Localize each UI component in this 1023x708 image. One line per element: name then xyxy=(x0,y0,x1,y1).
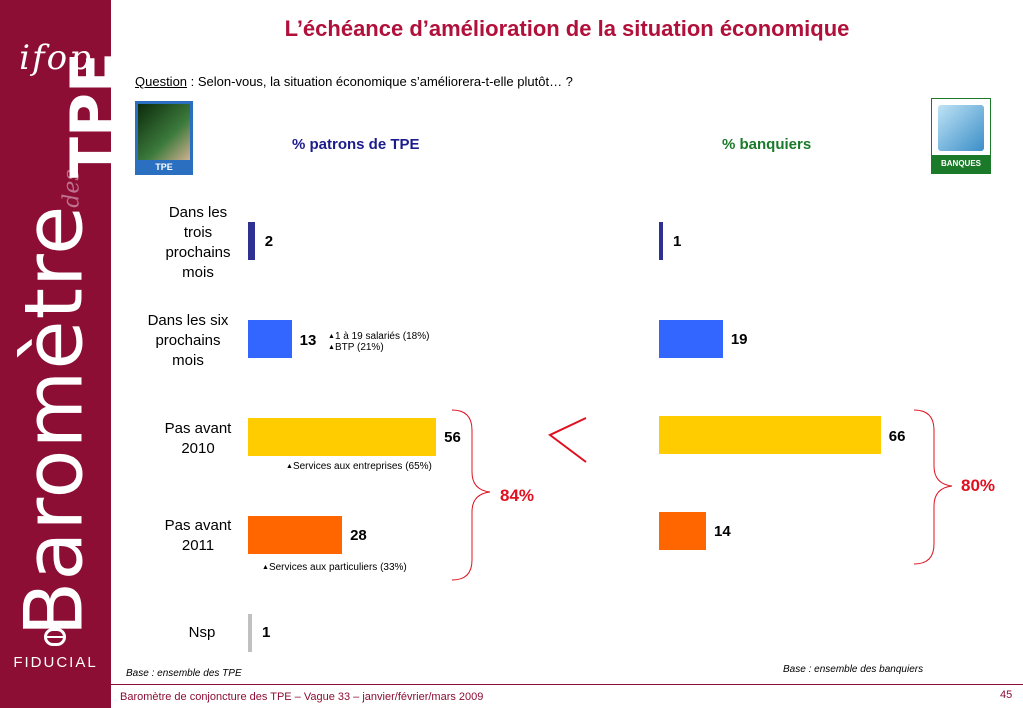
bar xyxy=(659,222,663,260)
bar xyxy=(659,320,723,358)
category-label: Dans les six prochains mois xyxy=(147,312,229,369)
bar-value-label: 2 xyxy=(264,233,274,250)
fiducial-logo: FIDUCIAL xyxy=(13,654,98,671)
category-label: Dans les trois prochains mois xyxy=(165,204,231,281)
bar-value-label: 19 xyxy=(730,331,748,348)
up-triangle-icon: ▲ xyxy=(286,463,293,470)
bank-base-note: Base : ensemble des banquiers xyxy=(783,664,924,675)
footer-divider xyxy=(111,684,1023,685)
question-text: Selon-vous, la situation économique s’am… xyxy=(197,74,573,89)
tpe-bracket-total: 84% xyxy=(500,486,535,505)
annotation-six-months: ▲1 à 19 salariés (18%) ▲BTP (21%) xyxy=(328,331,429,353)
footer-text: Baromètre de conjoncture des TPE – Vague… xyxy=(120,691,484,703)
bar xyxy=(248,320,292,358)
up-triangle-icon: ▲ xyxy=(328,333,335,340)
bar-value-label: 14 xyxy=(714,523,731,540)
bar-value-label: 56 xyxy=(444,429,461,446)
bar xyxy=(248,614,252,652)
tpe-logo: TPE xyxy=(135,101,193,175)
bar-value-label: 1 xyxy=(262,624,271,641)
bar xyxy=(659,416,881,454)
tpe-photo xyxy=(138,104,190,160)
annotation-2010: ▲Services aux entreprises (65%) xyxy=(286,461,432,472)
up-triangle-icon: ▲ xyxy=(262,564,269,571)
category-label: Pas avant 2010 xyxy=(164,420,232,457)
question-sep: : xyxy=(187,74,198,89)
annotation-text: 1 à 19 salariés (18%) xyxy=(334,331,430,342)
bar xyxy=(248,222,255,260)
bar xyxy=(248,516,343,554)
bank-bracket xyxy=(913,409,953,565)
page-title: L’échéance d’amélioration de la situatio… xyxy=(284,16,850,41)
question-label: Question xyxy=(135,74,188,89)
bank-logo: BANQUES xyxy=(931,98,991,174)
page-number: 45 xyxy=(1000,689,1013,701)
question-line: Question : Selon-vous, la situation écon… xyxy=(135,74,573,89)
bar-value-label: 1 xyxy=(673,233,682,250)
brand-sidebar: ifop Baromètre des TPE FIDUCIAL xyxy=(0,0,128,708)
fiducial-icon xyxy=(44,628,66,646)
less-than-symbol xyxy=(548,417,587,463)
bar-value-label: 28 xyxy=(350,527,367,544)
bank-bracket-total: 80% xyxy=(961,476,996,495)
annotation-text: BTP (21%) xyxy=(334,342,384,353)
up-triangle-icon: ▲ xyxy=(328,344,335,351)
annotation-2011: ▲Services aux particuliers (33%) xyxy=(262,562,407,573)
annotation-text: Services aux particuliers (33%) xyxy=(268,562,407,573)
category-label: Nsp xyxy=(188,624,216,641)
bank-logo-label: BANQUES xyxy=(932,155,990,173)
tpe-logo-label: TPE xyxy=(155,162,173,172)
tpe-series-header: % patrons de TPE xyxy=(292,136,420,153)
annotation-text: Services aux entreprises (65%) xyxy=(292,461,432,472)
tpe-bracket xyxy=(451,409,491,581)
bar xyxy=(248,418,437,456)
ifop-logo: ifop xyxy=(19,38,93,78)
bar-value-label: 13 xyxy=(299,332,317,349)
bar-value-label: 66 xyxy=(888,428,906,445)
bar xyxy=(659,512,707,550)
tpe-base-note: Base : ensemble des TPE xyxy=(126,668,242,679)
bank-photo xyxy=(938,105,984,151)
bank-series-header: % banquiers xyxy=(722,136,812,153)
category-label: Pas avant 2011 xyxy=(164,517,232,554)
